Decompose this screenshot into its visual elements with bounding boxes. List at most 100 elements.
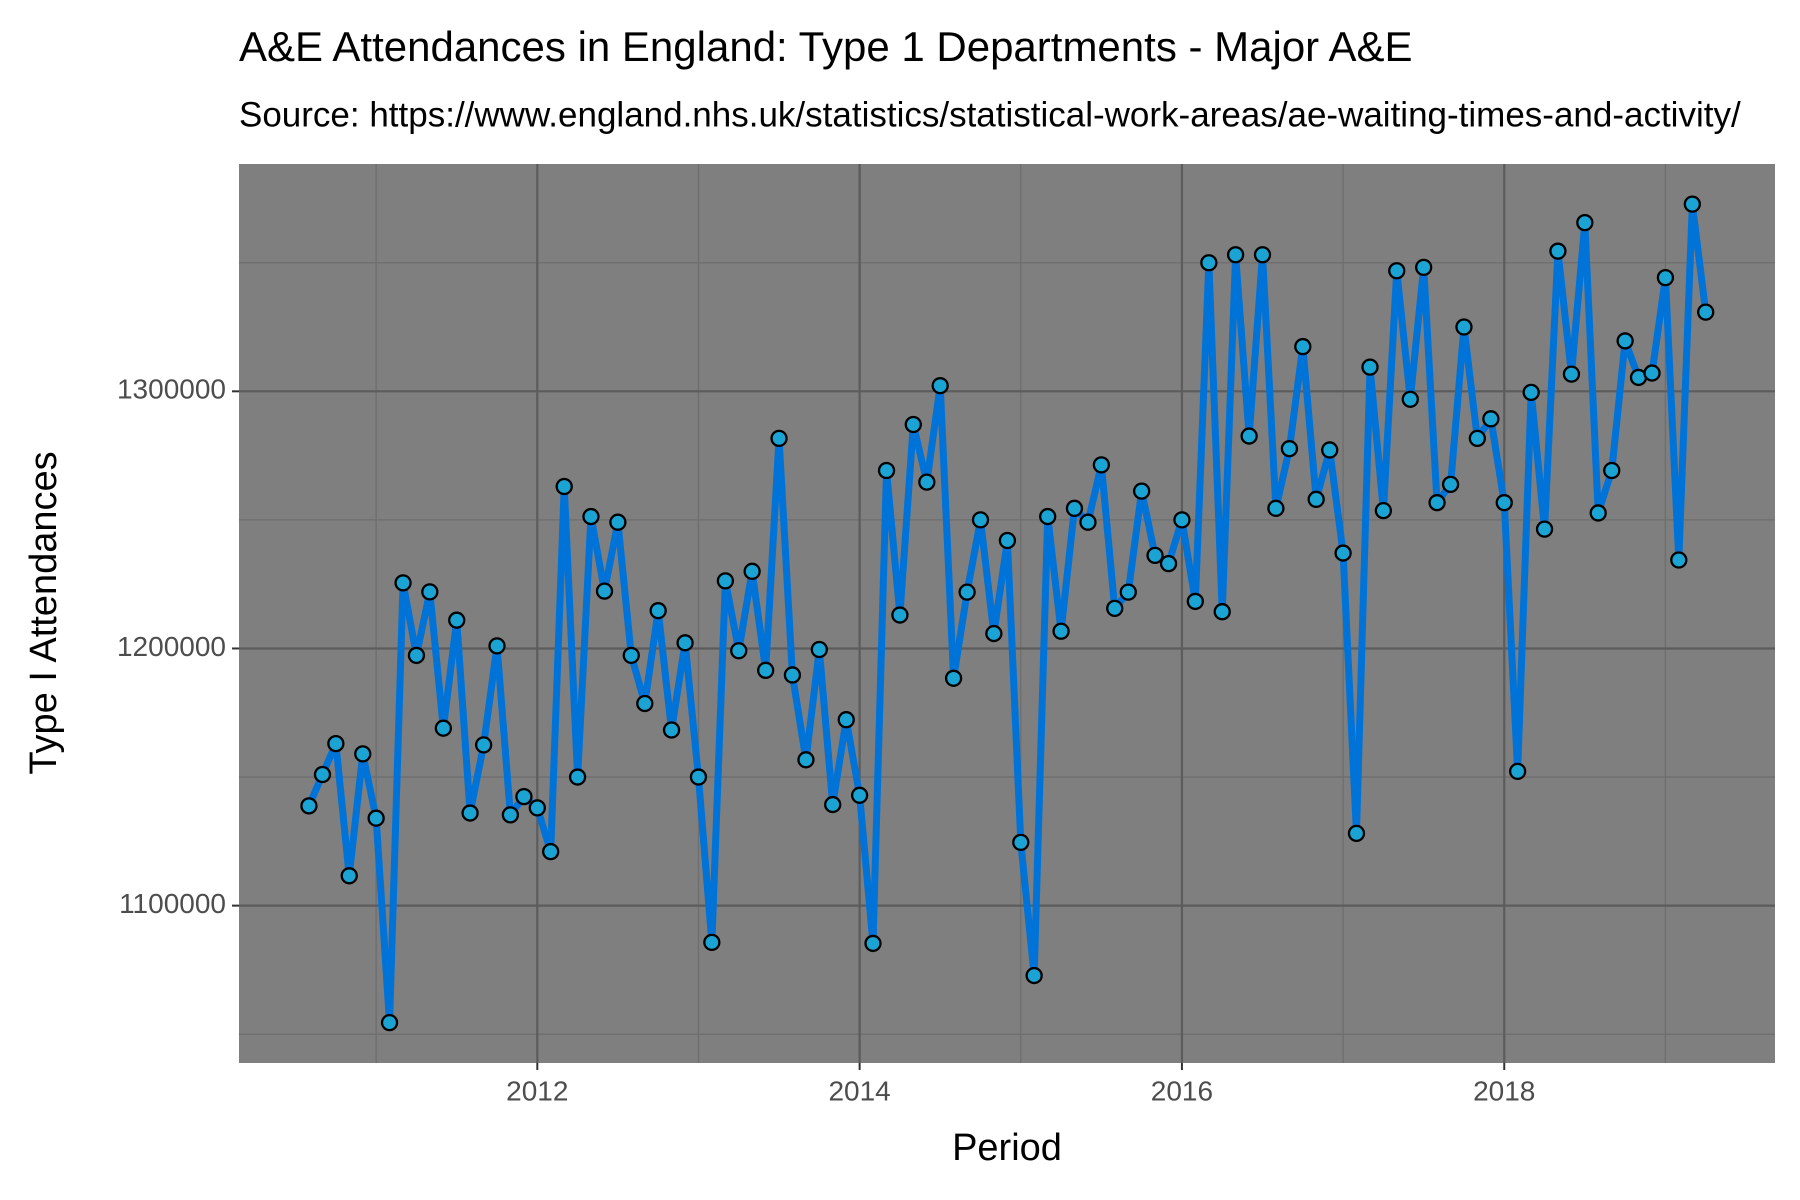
data-point bbox=[971, 511, 990, 529]
data-point bbox=[1079, 513, 1097, 531]
data-point bbox=[1146, 546, 1164, 565]
data-point bbox=[770, 429, 788, 448]
data-point bbox=[1508, 762, 1527, 781]
data-point bbox=[1616, 332, 1634, 350]
data-point bbox=[1200, 254, 1218, 272]
data-point bbox=[1522, 383, 1540, 402]
data-point bbox=[1186, 592, 1204, 611]
data-point bbox=[1347, 824, 1366, 843]
data-point bbox=[1643, 364, 1661, 382]
data-point bbox=[1603, 461, 1621, 480]
data-point bbox=[730, 642, 748, 660]
data-point bbox=[501, 806, 520, 824]
data-point bbox=[1334, 544, 1352, 562]
data-point bbox=[931, 377, 949, 395]
x-axis-title: Period bbox=[952, 1127, 1062, 1169]
data-point bbox=[1656, 269, 1675, 287]
data-point bbox=[327, 734, 345, 753]
data-point bbox=[1159, 554, 1178, 573]
data-point bbox=[998, 531, 1017, 550]
data-point bbox=[1106, 599, 1124, 618]
data-point bbox=[582, 507, 600, 526]
data-point bbox=[1132, 482, 1151, 500]
data-point bbox=[622, 646, 640, 665]
data-point bbox=[1253, 246, 1272, 264]
data-point bbox=[1670, 551, 1688, 569]
data-point bbox=[1321, 441, 1339, 459]
data-point bbox=[904, 415, 922, 434]
data-point bbox=[1455, 318, 1473, 336]
data-point bbox=[1361, 358, 1379, 376]
data-point bbox=[689, 768, 708, 786]
chart-subtitle: Source: https://www.england.nhs.uk/stati… bbox=[239, 95, 1741, 134]
data-point bbox=[555, 477, 573, 496]
data-point bbox=[743, 562, 761, 580]
chart-title: A&E Attendances in England: Type 1 Depar… bbox=[239, 23, 1413, 70]
data-point bbox=[662, 721, 681, 739]
data-point bbox=[757, 661, 775, 679]
y-tick-label: 1200000 bbox=[117, 631, 226, 662]
y-tick-label: 1300000 bbox=[117, 374, 226, 405]
data-point bbox=[891, 606, 909, 624]
data-point bbox=[1119, 583, 1137, 601]
data-point bbox=[407, 646, 426, 665]
data-point bbox=[1428, 494, 1446, 512]
data-point bbox=[1307, 490, 1325, 508]
data-point bbox=[488, 637, 506, 655]
data-point bbox=[1025, 966, 1043, 985]
data-point bbox=[1576, 213, 1594, 232]
data-point bbox=[340, 867, 358, 885]
data-point bbox=[542, 842, 560, 861]
data-point bbox=[944, 669, 963, 687]
data-point bbox=[824, 795, 842, 814]
data-point bbox=[703, 933, 721, 952]
data-point bbox=[1267, 499, 1285, 517]
data-point bbox=[1374, 501, 1393, 520]
data-point bbox=[716, 572, 735, 590]
data-point bbox=[300, 797, 318, 815]
x-tick-label: 2018 bbox=[1473, 1075, 1535, 1106]
data-point bbox=[380, 1013, 399, 1032]
data-point bbox=[528, 799, 546, 817]
data-point bbox=[958, 583, 976, 601]
data-point bbox=[877, 461, 896, 480]
plot-panel bbox=[239, 164, 1775, 1063]
data-point bbox=[1294, 337, 1312, 356]
data-point bbox=[1280, 440, 1299, 458]
data-point bbox=[1173, 511, 1191, 529]
data-point bbox=[421, 583, 439, 601]
data-point bbox=[676, 634, 694, 652]
data-point bbox=[1012, 833, 1030, 852]
data-point bbox=[1441, 475, 1460, 494]
data-point bbox=[461, 804, 479, 822]
data-point bbox=[1415, 258, 1433, 277]
data-point bbox=[918, 473, 936, 491]
data-point bbox=[568, 768, 587, 786]
data-point bbox=[850, 786, 869, 804]
data-point bbox=[313, 765, 332, 784]
data-point bbox=[1482, 410, 1500, 428]
data-point bbox=[837, 711, 855, 729]
data-point bbox=[367, 809, 385, 827]
data-point bbox=[797, 751, 815, 769]
x-tick-label: 2012 bbox=[506, 1075, 568, 1106]
data-point bbox=[595, 582, 614, 600]
data-point bbox=[985, 624, 1003, 643]
data-point bbox=[1697, 303, 1715, 321]
data-point bbox=[1683, 195, 1701, 213]
data-point bbox=[864, 934, 882, 953]
data-point bbox=[649, 602, 667, 620]
data-point bbox=[448, 611, 466, 629]
data-point bbox=[434, 719, 452, 737]
data-point bbox=[1549, 242, 1567, 260]
data-point bbox=[1562, 365, 1581, 383]
data-point bbox=[636, 694, 654, 713]
data-point bbox=[1213, 603, 1231, 621]
data-point bbox=[1226, 246, 1245, 264]
y-axis-title: Type I Attendances bbox=[23, 451, 65, 774]
data-point bbox=[1401, 390, 1419, 408]
x-tick-label: 2016 bbox=[1151, 1075, 1213, 1106]
x-tick-label: 2014 bbox=[828, 1075, 890, 1106]
data-point bbox=[394, 574, 412, 592]
